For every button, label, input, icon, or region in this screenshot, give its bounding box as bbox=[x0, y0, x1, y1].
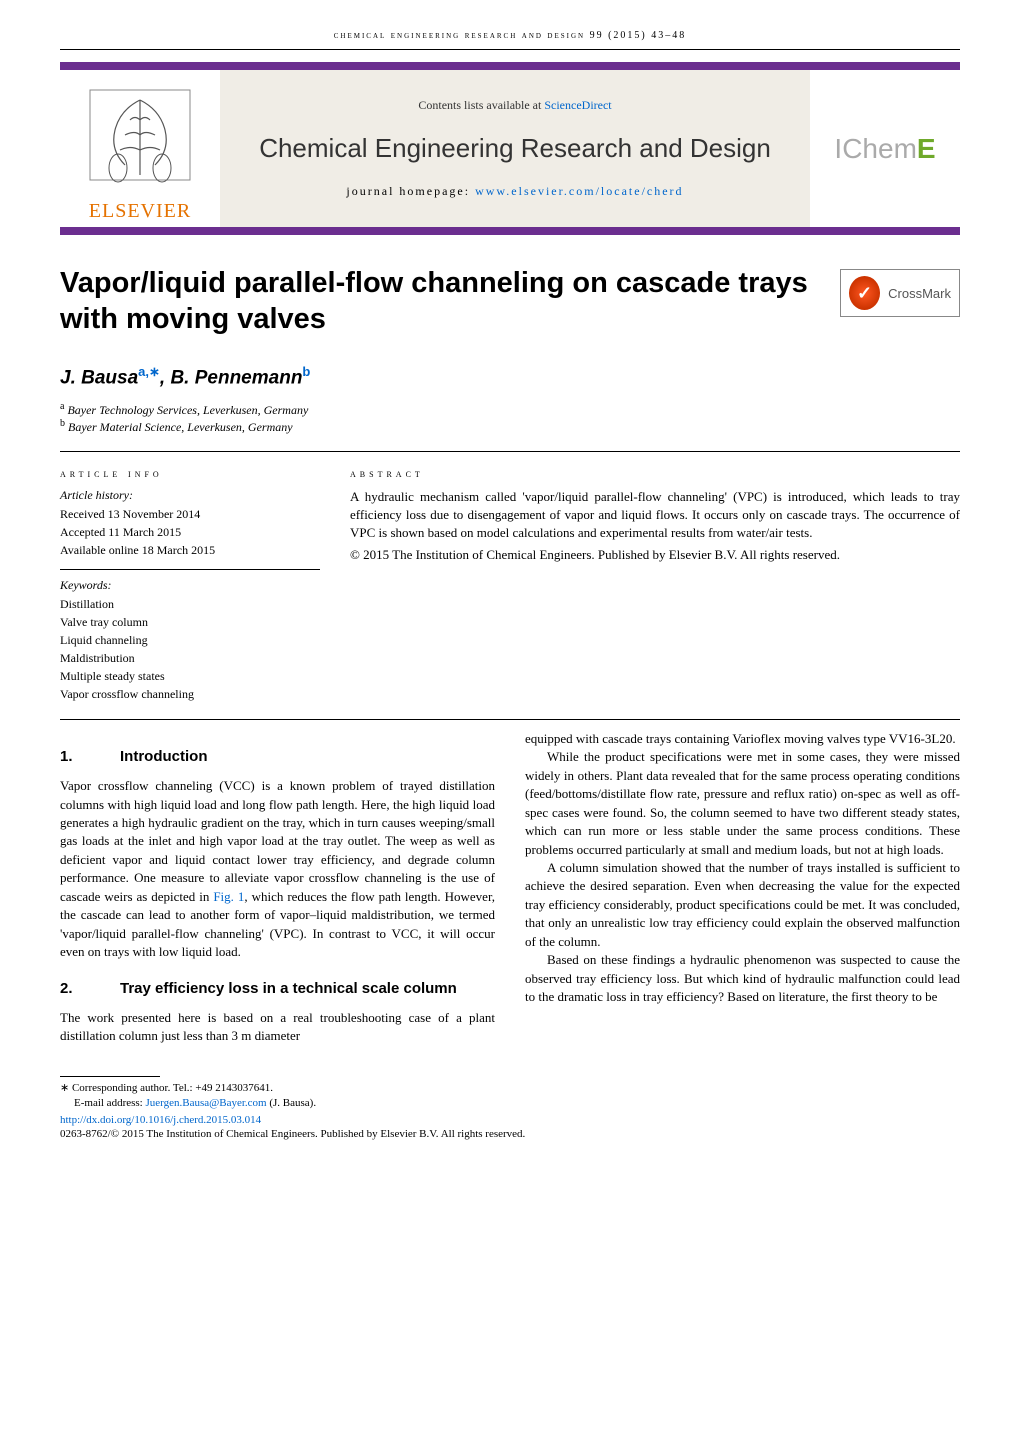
affiliation-a: a Bayer Technology Services, Leverkusen,… bbox=[60, 401, 960, 418]
history-heading: Article history: bbox=[60, 488, 320, 503]
masthead-center: Contents lists available at ScienceDirec… bbox=[220, 70, 810, 235]
homepage-label: journal homepage: bbox=[346, 184, 475, 198]
author-2: , B. Pennemann bbox=[160, 367, 303, 388]
icheme-green-part: E bbox=[917, 133, 936, 164]
corresponding-author-footnote: ∗ Corresponding author. Tel.: +49 214303… bbox=[60, 1081, 960, 1096]
doi-line: http://dx.doi.org/10.1016/j.cherd.2015.0… bbox=[60, 1114, 960, 1126]
right-para-1: While the product specifications were me… bbox=[525, 748, 960, 859]
accepted-line: Accepted 11 March 2015 bbox=[60, 523, 320, 541]
available-line: Available online 18 March 2015 bbox=[60, 541, 320, 559]
keyword-1: Valve tray column bbox=[60, 613, 320, 631]
body-columns: 1.Introduction Vapor crossflow channelin… bbox=[60, 730, 960, 1046]
right-para-2: A column simulation showed that the numb… bbox=[525, 859, 960, 951]
header-rule bbox=[60, 49, 960, 50]
crossmark-badge[interactable]: ✓ CrossMark bbox=[840, 269, 960, 317]
section-2-heading: 2.Tray efficiency loss in a technical sc… bbox=[60, 978, 495, 999]
article-info-heading: article info bbox=[60, 468, 320, 480]
publisher-logo-block: ELSEVIER bbox=[60, 70, 220, 235]
section-2-title: Tray efficiency loss in a technical scal… bbox=[120, 980, 457, 997]
keyword-0: Distillation bbox=[60, 595, 320, 613]
elsevier-logo: ELSEVIER bbox=[70, 80, 210, 223]
right-para-3: Based on these findings a hydraulic phen… bbox=[525, 951, 960, 1006]
crossmark-icon: ✓ bbox=[849, 276, 880, 310]
title-block: Vapor/liquid parallel-flow channeling on… bbox=[60, 265, 960, 338]
authors-line: J. Bausaa,∗, B. Pennemannb bbox=[60, 364, 960, 389]
keywords-heading: Keywords: bbox=[60, 578, 320, 593]
author-1-sup: a,∗ bbox=[138, 364, 160, 379]
abstract-text: A hydraulic mechanism called 'vapor/liqu… bbox=[350, 488, 960, 543]
elsevier-wordmark: ELSEVIER bbox=[70, 200, 210, 223]
society-logo-block: IChemE bbox=[810, 70, 960, 235]
email-suffix: (J. Bausa). bbox=[267, 1097, 317, 1109]
email-footnote: E-mail address: Juergen.Bausa@Bayer.com … bbox=[60, 1096, 960, 1111]
masthead: ELSEVIER Contents lists available at Sci… bbox=[60, 62, 960, 235]
abstract-column: abstract A hydraulic mechanism called 'v… bbox=[350, 468, 960, 703]
right-column: equipped with cascade trays containing V… bbox=[525, 730, 960, 1046]
section-1-title: Introduction bbox=[120, 748, 207, 765]
right-para-0: equipped with cascade trays containing V… bbox=[525, 730, 960, 748]
info-top-rule bbox=[60, 451, 960, 452]
info-abstract-row: article info Article history: Received 1… bbox=[60, 468, 960, 703]
homepage-link[interactable]: www.elsevier.com/locate/cherd bbox=[475, 184, 684, 198]
email-link[interactable]: Juergen.Bausa@Bayer.com bbox=[145, 1097, 266, 1109]
keyword-4: Multiple steady states bbox=[60, 667, 320, 685]
crossmark-label: CrossMark bbox=[888, 286, 951, 301]
article-title: Vapor/liquid parallel-flow channeling on… bbox=[60, 265, 820, 338]
affiliation-b: b Bayer Material Science, Leverkusen, Ge… bbox=[60, 418, 960, 435]
author-1: J. Bausa bbox=[60, 367, 138, 388]
bottom-copyright: 0263-8762/© 2015 The Institution of Chem… bbox=[60, 1128, 960, 1140]
running-head: chemical engineering research and design… bbox=[0, 0, 1020, 49]
section-1-number: 1. bbox=[60, 746, 120, 767]
icheme-logo: IChemE bbox=[834, 133, 935, 165]
affil-b-text: Bayer Material Science, Leverkusen, Germ… bbox=[65, 420, 293, 434]
keyword-2: Liquid channeling bbox=[60, 631, 320, 649]
journal-homepage-line: journal homepage: www.elsevier.com/locat… bbox=[220, 176, 810, 207]
footnotes: ∗ Corresponding author. Tel.: +49 214303… bbox=[60, 1081, 960, 1112]
contents-prefix: Contents lists available at bbox=[418, 98, 544, 112]
s1-p1-part-a: Vapor crossflow channeling (VCC) is a kn… bbox=[60, 778, 495, 904]
abstract-copyright: © 2015 The Institution of Chemical Engin… bbox=[350, 546, 960, 564]
section-2-para-1: The work presented here is based on a re… bbox=[60, 1009, 495, 1046]
sciencedirect-link[interactable]: ScienceDirect bbox=[544, 98, 611, 112]
doi-link[interactable]: http://dx.doi.org/10.1016/j.cherd.2015.0… bbox=[60, 1114, 261, 1126]
email-label: E-mail address: bbox=[74, 1097, 145, 1109]
affil-a-text: Bayer Technology Services, Leverkusen, G… bbox=[64, 403, 308, 417]
journal-title: Chemical Engineering Research and Design bbox=[220, 121, 810, 176]
keyword-5: Vapor crossflow channeling bbox=[60, 685, 320, 703]
info-divider bbox=[60, 569, 320, 570]
received-line: Received 13 November 2014 bbox=[60, 505, 320, 523]
author-2-sup: b bbox=[302, 364, 310, 379]
info-bottom-rule bbox=[60, 719, 960, 720]
affiliations: a Bayer Technology Services, Leverkusen,… bbox=[60, 401, 960, 435]
contents-available-line: Contents lists available at ScienceDirec… bbox=[220, 90, 810, 121]
keyword-3: Maldistribution bbox=[60, 649, 320, 667]
section-1-heading: 1.Introduction bbox=[60, 746, 495, 767]
section-1-para-1: Vapor crossflow channeling (VCC) is a kn… bbox=[60, 777, 495, 962]
elsevier-tree-icon bbox=[70, 80, 210, 206]
footnote-rule bbox=[60, 1076, 160, 1077]
article-info-column: article info Article history: Received 1… bbox=[60, 468, 320, 703]
left-column: 1.Introduction Vapor crossflow channelin… bbox=[60, 730, 495, 1046]
fig-1-reference[interactable]: Fig. 1 bbox=[213, 889, 244, 904]
icheme-grey-part: IChem bbox=[834, 133, 916, 164]
section-2-number: 2. bbox=[60, 978, 120, 999]
abstract-heading: abstract bbox=[350, 468, 960, 480]
